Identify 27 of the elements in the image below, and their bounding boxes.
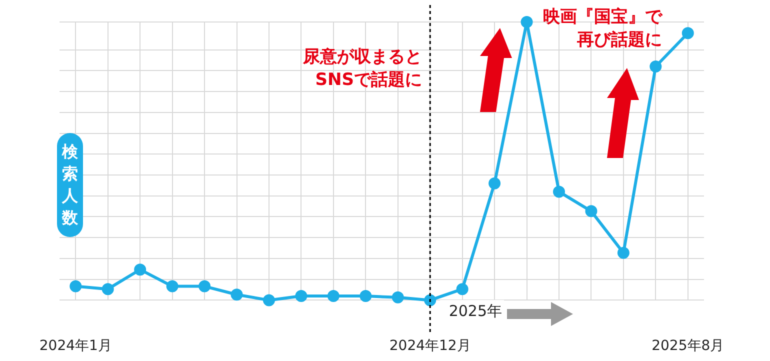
point: [230, 288, 243, 301]
point: [392, 291, 404, 304]
annotation: 映画『国宝』で再び話題に: [542, 6, 662, 52]
annotation: 尿意が収まるとSNSで話題に: [302, 46, 422, 92]
point: [360, 290, 372, 302]
x-tick-label: 2024年1月: [39, 338, 112, 354]
point: [166, 280, 178, 292]
point: [650, 60, 662, 73]
point: [682, 27, 694, 40]
point: [456, 283, 468, 296]
text: 2025年: [440, 300, 504, 323]
point: [134, 264, 146, 276]
point: [327, 290, 340, 302]
point: [295, 290, 308, 302]
point: [102, 283, 114, 296]
point: [585, 205, 598, 218]
point: [198, 280, 211, 292]
point: [552, 186, 565, 198]
point: [488, 177, 501, 190]
point: [262, 294, 275, 306]
x-tick-label: 2024年12月: [389, 338, 471, 354]
y-axis-title: 検索人数: [60, 141, 79, 229]
point: [520, 16, 533, 28]
point: [424, 294, 436, 306]
point: [617, 246, 630, 259]
point: [70, 280, 82, 292]
x-tick-label: 2025年8月: [652, 338, 724, 354]
